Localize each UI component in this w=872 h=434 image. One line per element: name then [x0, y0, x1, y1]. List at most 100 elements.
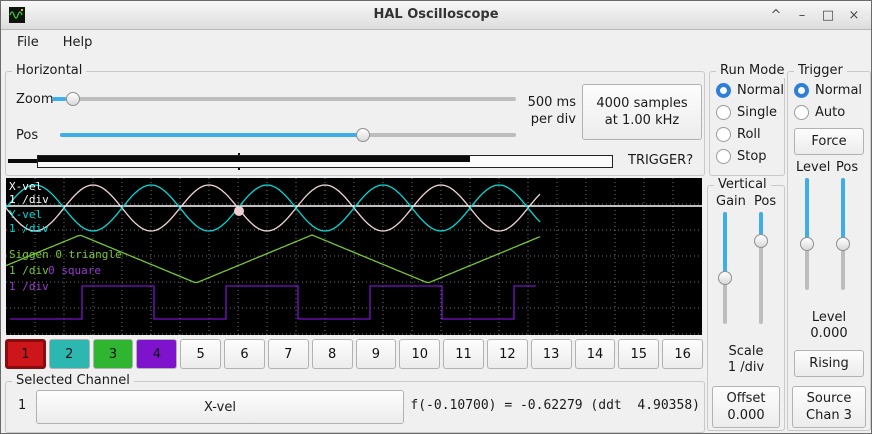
- trigger-option-label: Normal: [815, 82, 863, 98]
- close-icon[interactable]: ×: [848, 7, 860, 23]
- menu-help[interactable]: Help: [62, 34, 93, 50]
- minimize-icon[interactable]: –: [798, 7, 806, 23]
- slider-handle[interactable]: [800, 236, 814, 251]
- formula-readout: f(-0.10700) = -0.62279 (ddt 4.90358): [410, 398, 700, 413]
- rising-button[interactable]: Rising: [794, 350, 864, 377]
- samples-count: 4000 samples: [596, 96, 688, 111]
- radio-icon[interactable]: [716, 104, 731, 120]
- selected-channel-group-label: Selected Channel: [12, 373, 134, 388]
- radio-icon[interactable]: [716, 126, 731, 142]
- channel-button-14[interactable]: 14: [574, 339, 616, 369]
- svg-text:1 /div: 1 /div: [9, 193, 49, 206]
- horizontal-group: Horizontal Zoom 500 ms per div 4000 samp…: [5, 63, 705, 176]
- per-div-unit: per div: [530, 112, 576, 127]
- vertical-group-label: Vertical: [714, 177, 771, 192]
- channel-button-6[interactable]: 6: [224, 339, 265, 369]
- slider-handle[interactable]: [754, 233, 768, 248]
- trigger-group: Trigger Normal Auto Force Level Pos Level…: [787, 63, 871, 431]
- run-mode-option-single[interactable]: Single: [716, 102, 784, 122]
- slider-fill: [60, 133, 361, 137]
- run-mode-option-label: Stop: [737, 148, 767, 164]
- scope-display[interactable]: X-vel 1 /div Y-vel 1 /div Siggen 0 triangle 1…: [6, 178, 702, 335]
- channel-button-15[interactable]: 15: [618, 339, 660, 369]
- radio-icon[interactable]: [794, 104, 809, 120]
- vertical-group: Vertical Gain Pos Scale 1 /div Offset 0.…: [707, 177, 785, 431]
- wave-siggen-0-square: [10, 285, 536, 320]
- force-button[interactable]: Force: [794, 128, 864, 155]
- trigger-point-marker: [234, 206, 244, 216]
- trigger-level-slider[interactable]: [798, 178, 816, 290]
- trigger-option-label: Auto: [815, 104, 846, 120]
- radio-icon[interactable]: [716, 148, 731, 164]
- run-mode-group-label: Run Mode: [716, 63, 789, 78]
- per-div-readout: 500 ms per div: [506, 94, 576, 128]
- maximize-icon[interactable]: □: [821, 7, 835, 23]
- horizontal-group-label: Horizontal: [12, 63, 87, 78]
- scope-grid: [6, 178, 702, 335]
- vertical-gain-slider[interactable]: [716, 212, 734, 324]
- timeline-bar[interactable]: TRIGGER?: [6, 150, 704, 174]
- channel-button-12[interactable]: 12: [486, 339, 528, 369]
- channel-button-1[interactable]: 1: [5, 339, 46, 369]
- source-channel: Chan 3: [806, 408, 852, 423]
- radio-icon[interactable]: [794, 82, 809, 98]
- channel-button-5[interactable]: 5: [180, 339, 222, 369]
- selected-channel-group: Selected Channel 1 X-vel f(-0.10700) = -…: [5, 373, 705, 433]
- wave-siggen-0-triangle: [6, 234, 541, 284]
- scale-caption: Scale: [728, 344, 764, 359]
- titlebar: HAL Oscilloscope ^ – □ ×: [1, 1, 871, 30]
- channel-button-7[interactable]: 7: [267, 339, 309, 369]
- offset-value: 0.000: [727, 408, 765, 423]
- shade-icon[interactable]: ^: [770, 7, 782, 23]
- slider-handle[interactable]: [718, 270, 732, 285]
- offset-button[interactable]: Offset 0.000: [712, 386, 780, 428]
- run-mode-option-stop[interactable]: Stop: [716, 146, 784, 166]
- channel-button-10[interactable]: 10: [399, 339, 441, 369]
- channel-button-9[interactable]: 9: [355, 339, 397, 369]
- vertical-gain-header: Gain: [716, 194, 746, 209]
- samples-rate: at 1.00 kHz: [604, 113, 680, 128]
- run-mode-option-normal[interactable]: Normal: [716, 80, 784, 100]
- channel-button-2[interactable]: 2: [48, 339, 90, 369]
- slider-track[interactable]: [759, 212, 763, 324]
- run-mode-radios: Normal Single Roll Stop: [716, 80, 784, 166]
- trigger-option-auto[interactable]: Auto: [794, 102, 862, 122]
- menu-file[interactable]: File: [17, 34, 39, 50]
- channel-button-3[interactable]: 3: [92, 339, 134, 369]
- channel-name-button[interactable]: X-vel: [36, 390, 404, 424]
- channel-button-4[interactable]: 4: [136, 339, 178, 369]
- run-mode-group: Run Mode Normal Single Roll Stop: [709, 63, 789, 176]
- pos-slider[interactable]: [60, 126, 516, 144]
- menubar: File Help: [1, 29, 871, 55]
- svg-text:1 /div: 1 /div: [9, 222, 49, 235]
- slider-handle[interactable]: [356, 128, 371, 142]
- channel-button-13[interactable]: 13: [530, 339, 572, 369]
- vertical-pos-slider[interactable]: [752, 212, 770, 324]
- run-mode-option-label: Normal: [737, 82, 785, 98]
- scale-value: 1 /div: [727, 360, 765, 375]
- trigger-option-normal[interactable]: Normal: [794, 80, 862, 100]
- run-mode-option-label: Roll: [737, 126, 761, 142]
- samples-button[interactable]: 4000 samples at 1.00 kHz: [582, 84, 702, 140]
- timeline-fill: [38, 156, 470, 162]
- pos-label: Pos: [16, 128, 39, 143]
- channel-button-16[interactable]: 16: [662, 339, 703, 369]
- channel-row: 1 2 3 4 5 6 7 8 9 10 11 12 13 14 15 16: [5, 339, 703, 369]
- zoom-slider[interactable]: [52, 90, 516, 108]
- trigger-pos-slider[interactable]: [834, 178, 852, 290]
- run-mode-option-label: Single: [737, 104, 777, 120]
- offset-caption: Offset: [726, 391, 766, 406]
- slider-track[interactable]: [52, 97, 516, 101]
- window-title: HAL Oscilloscope: [373, 7, 499, 22]
- trigger-source-button[interactable]: Source Chan 3: [792, 386, 866, 428]
- slider-handle[interactable]: [836, 236, 850, 251]
- selected-channel-number: 1: [18, 398, 27, 413]
- slider-handle[interactable]: [65, 92, 80, 106]
- radio-icon[interactable]: [716, 82, 731, 98]
- channel-button-8[interactable]: 8: [311, 339, 353, 369]
- run-mode-option-roll[interactable]: Roll: [716, 124, 784, 144]
- channel-button-11[interactable]: 11: [443, 339, 484, 369]
